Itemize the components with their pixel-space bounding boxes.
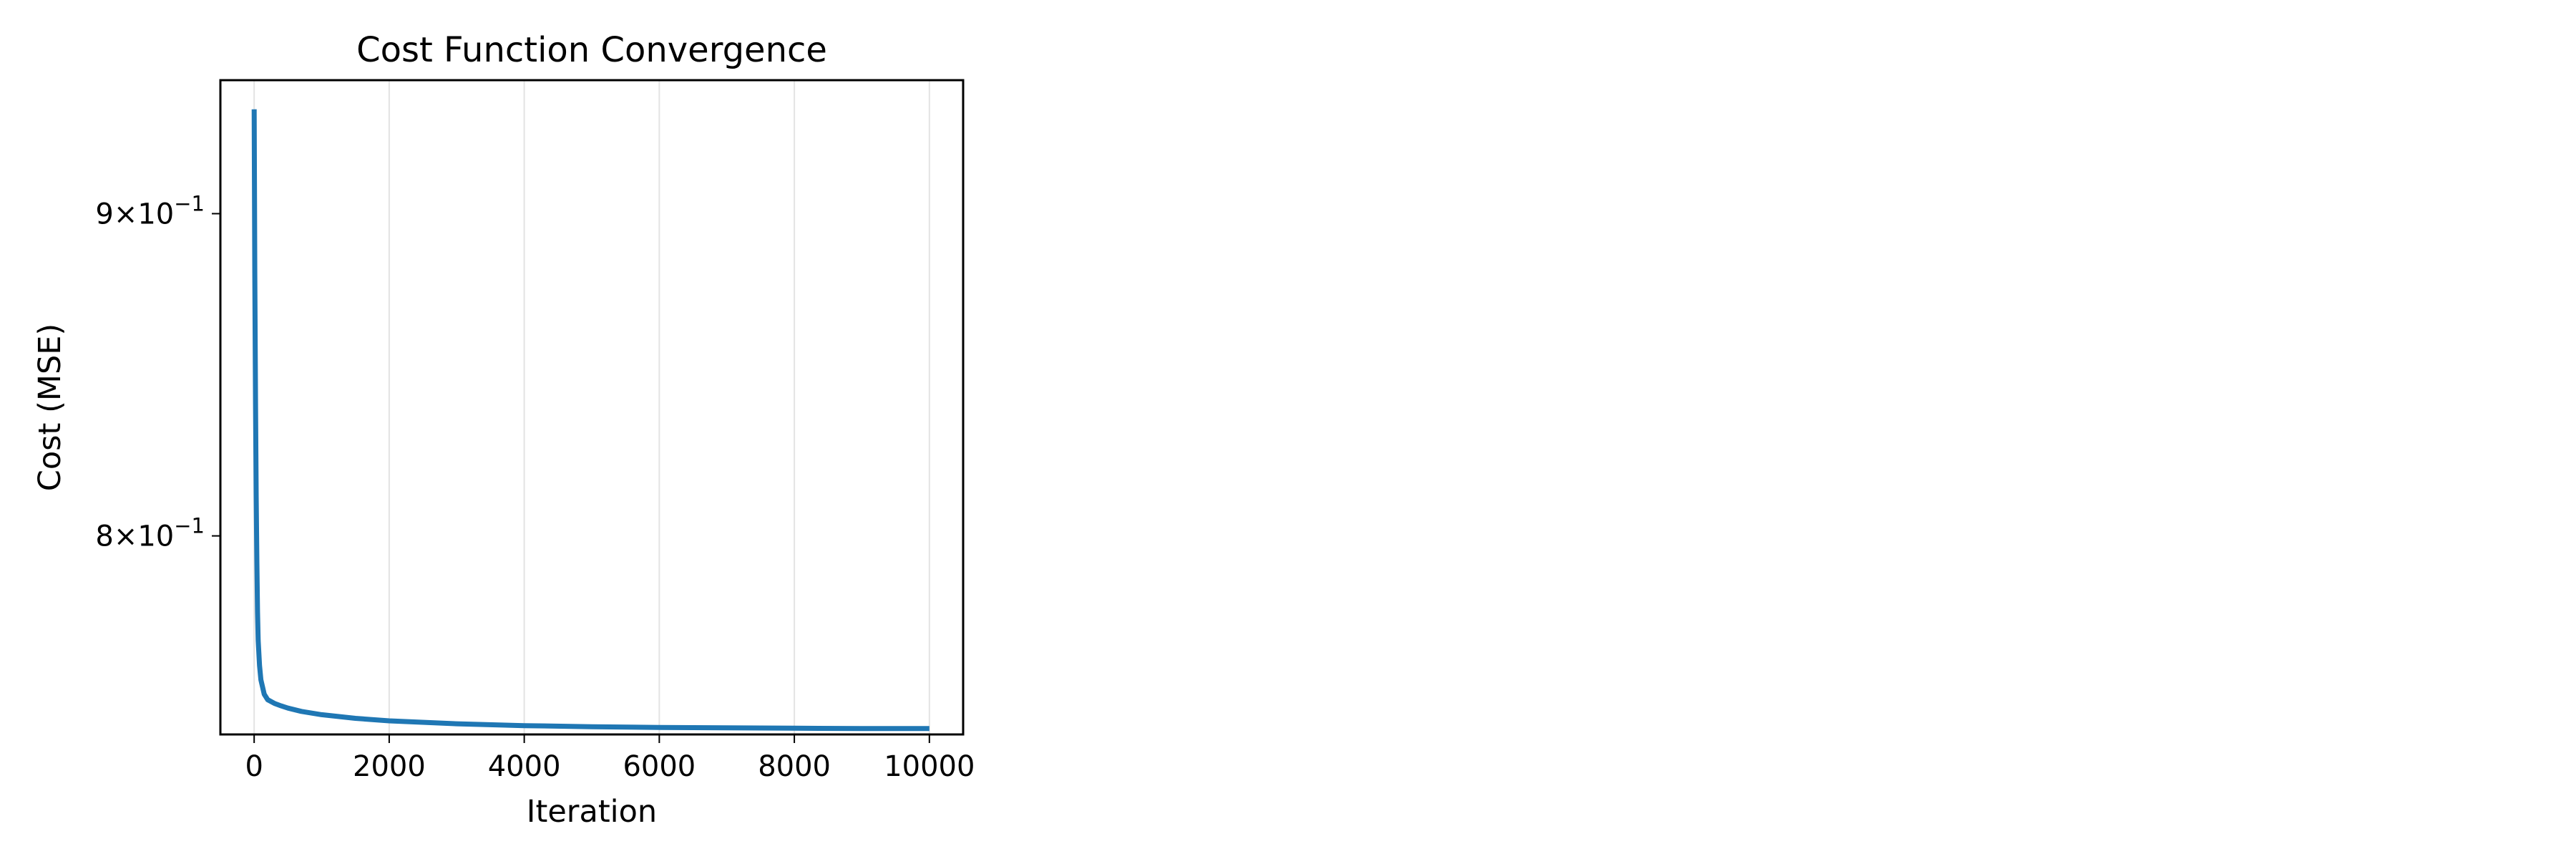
x-tick-label: 6000 bbox=[623, 750, 696, 783]
x-tick-label: 4000 bbox=[488, 750, 561, 783]
series-line bbox=[251, 109, 930, 732]
x-tick-label: 8000 bbox=[758, 750, 831, 783]
plot-frame bbox=[219, 79, 965, 736]
x-tick-label: 10000 bbox=[884, 750, 975, 783]
y-axis-label: Cost (MSE) bbox=[32, 324, 68, 491]
y-tick-label: 8×10−1 bbox=[95, 514, 205, 553]
grid-layer bbox=[253, 80, 930, 734]
y-tick-label: 9×10−1 bbox=[95, 191, 205, 230]
tick-layer: 0 2000 4000 6000 8000 10000 9×10−1 8×10−1 bbox=[95, 191, 975, 783]
x-axis-label: Iteration bbox=[527, 794, 657, 830]
chart-title: Cost Function Convergence bbox=[356, 30, 827, 70]
x-tick-label: 0 bbox=[245, 750, 263, 783]
x-tick-label: 2000 bbox=[353, 750, 426, 783]
series-layer bbox=[251, 109, 930, 732]
